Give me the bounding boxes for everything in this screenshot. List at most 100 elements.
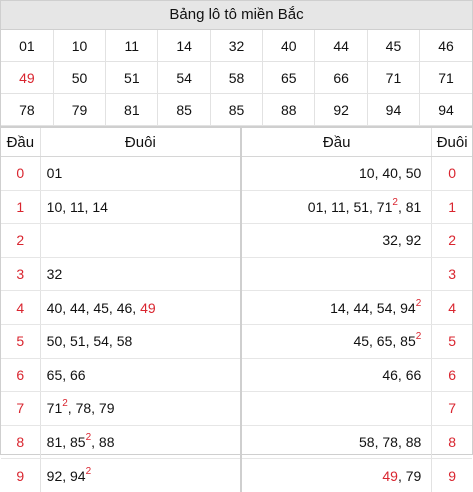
dau-list: 10, 40, 50 — [241, 156, 433, 191]
duoi-list: 32 — [40, 257, 243, 292]
number-list: 01 — [46, 165, 63, 182]
number-cell: 40 — [262, 30, 316, 62]
number-cell: 85 — [157, 93, 211, 126]
number-list: , 78, 79 — [67, 400, 115, 417]
highlight-number: 49 — [382, 467, 398, 484]
table-row: 0 01 10, 40, 50 0 — [1, 156, 472, 191]
number-list: 50, 51, 54, 58 — [46, 333, 133, 350]
duoi-list: 01 — [40, 156, 243, 191]
number-list: , 79 — [397, 467, 422, 484]
number-cell: 94 — [367, 93, 421, 126]
number-cell: 45 — [367, 30, 421, 62]
duoi-digit: 1 — [431, 190, 472, 225]
number-list: 10, 11, 14 — [46, 198, 108, 215]
number-cell: 88 — [262, 93, 316, 126]
duoi-list: 65, 66 — [40, 358, 243, 393]
count-superscript: 2 — [415, 331, 422, 343]
number-list: 14, 44, 54, 94 — [330, 299, 416, 316]
number-row: 49 50 51 54 58 65 66 71 71 — [1, 61, 472, 94]
number-grid: 01 10 11 14 32 40 44 45 46 49 50 51 54 58 65 66 71 71 78 79… — [1, 30, 472, 126]
number-cell: 79 — [53, 93, 107, 126]
dau-digit: 6 — [1, 358, 41, 393]
number-list: 32 — [46, 266, 63, 283]
table-row: 1 10, 11, 14 01, 11, 51, 712, 81 1 — [1, 190, 472, 225]
table-row: 9 92, 942 49, 79 9 — [1, 458, 472, 492]
duoi-list: 50, 51, 54, 58 — [40, 324, 243, 359]
number-cell: 46 — [419, 30, 472, 62]
number-cell: 71 — [367, 61, 421, 94]
number-list: 45, 65, 85 — [353, 333, 416, 350]
highlight-number: 49 — [140, 299, 156, 316]
dau-digit: 8 — [1, 425, 41, 460]
count-superscript: 2 — [85, 465, 92, 477]
number-list: 58, 78, 88 — [359, 434, 422, 451]
dau-digit: 7 — [1, 391, 41, 426]
number-cell: 49 — [1, 61, 54, 94]
duoi-list: 40, 44, 45, 46, 49 — [40, 290, 243, 325]
dau-list: 49, 79 — [241, 458, 433, 492]
duoi-digit: 2 — [431, 223, 472, 258]
dau-list — [241, 257, 433, 292]
dau-list: 32, 92 — [241, 223, 433, 258]
duoi-digit: 9 — [448, 467, 457, 484]
number-cell: 92 — [314, 93, 368, 126]
number-row: 01 10 11 14 32 40 44 45 46 — [1, 30, 472, 62]
duoi-digit: 0 — [431, 156, 472, 191]
table-row: 5 50, 51, 54, 58 45, 65, 852 5 — [1, 324, 472, 359]
number-cell: 54 — [157, 61, 211, 94]
number-list: 46, 66 — [382, 366, 422, 383]
dau-list: 01, 11, 51, 712, 81 — [241, 190, 433, 225]
dau-list: 58, 78, 88 — [241, 425, 433, 460]
table-row: 8 81, 852, 88 58, 78, 88 8 — [1, 425, 472, 460]
duoi-digit: 6 — [431, 358, 472, 393]
number-cell: 58 — [210, 61, 264, 94]
number-cell: 51 — [105, 61, 159, 94]
dau-digit: 4 — [1, 290, 41, 325]
duoi-digit: 5 — [431, 324, 472, 359]
table-row: 6 65, 66 46, 66 6 — [1, 358, 472, 393]
number-row: 78 79 81 85 85 88 92 94 94 — [1, 93, 472, 126]
number-list: 81, 85 — [46, 434, 86, 451]
duoi-digit: 8 — [431, 425, 472, 460]
dau-digit: 5 — [1, 324, 41, 359]
header-dau-right: Đầu — [241, 127, 433, 157]
number-list: , 81 — [397, 198, 422, 215]
number-cell: 50 — [53, 61, 107, 94]
duoi-list: 81, 852, 88 — [40, 425, 243, 460]
number-cell: 10 — [53, 30, 107, 62]
header-duoi-right: Đuôi — [431, 127, 472, 157]
number-list: , 88 — [91, 434, 115, 451]
count-superscript: 2 — [85, 432, 92, 444]
count-superscript: 2 — [392, 196, 398, 208]
number-list: 01, 11, 51, 71 — [307, 198, 393, 215]
number-cell: 85 — [210, 93, 264, 126]
duoi-list: 10, 11, 14 — [40, 190, 243, 225]
number-cell: 11 — [105, 30, 159, 62]
duoi-list: 712, 78, 79 — [40, 391, 243, 426]
duoi-digit: 3 — [431, 257, 472, 292]
number-list: 92, 94 — [46, 467, 86, 484]
number-cell: 14 — [157, 30, 211, 62]
table-row: 2 32, 92 2 — [1, 223, 472, 258]
number-cell: 32 — [210, 30, 264, 62]
dau-digit: 9 — [1, 458, 41, 492]
table-row: 7 712, 78, 79 7 — [1, 391, 472, 426]
header-dau-left: Đầu — [1, 127, 41, 157]
number-cell: 01 — [1, 30, 54, 62]
number-list: 40, 44, 45, 46, — [46, 299, 141, 316]
dau-list: 45, 65, 852 — [241, 324, 433, 359]
table-row: 4 40, 44, 45, 46, 49 14, 44, 54, 942 4 — [1, 290, 472, 325]
dau-list: 46, 66 — [241, 358, 433, 393]
dau-list: 14, 44, 54, 942 — [241, 290, 433, 325]
header-duoi-left: Đuôi — [40, 127, 243, 157]
count-superscript: 2 — [62, 398, 68, 410]
dau-digit: 0 — [1, 156, 41, 191]
dau-digit: 3 — [1, 257, 41, 292]
count-superscript: 2 — [415, 297, 422, 309]
duoi-digit: 4 — [431, 290, 472, 325]
number-cell: 94 — [419, 93, 472, 126]
dau-list — [241, 391, 433, 426]
number-list: 65, 66 — [46, 366, 86, 383]
dau-digit: 2 — [1, 223, 41, 258]
